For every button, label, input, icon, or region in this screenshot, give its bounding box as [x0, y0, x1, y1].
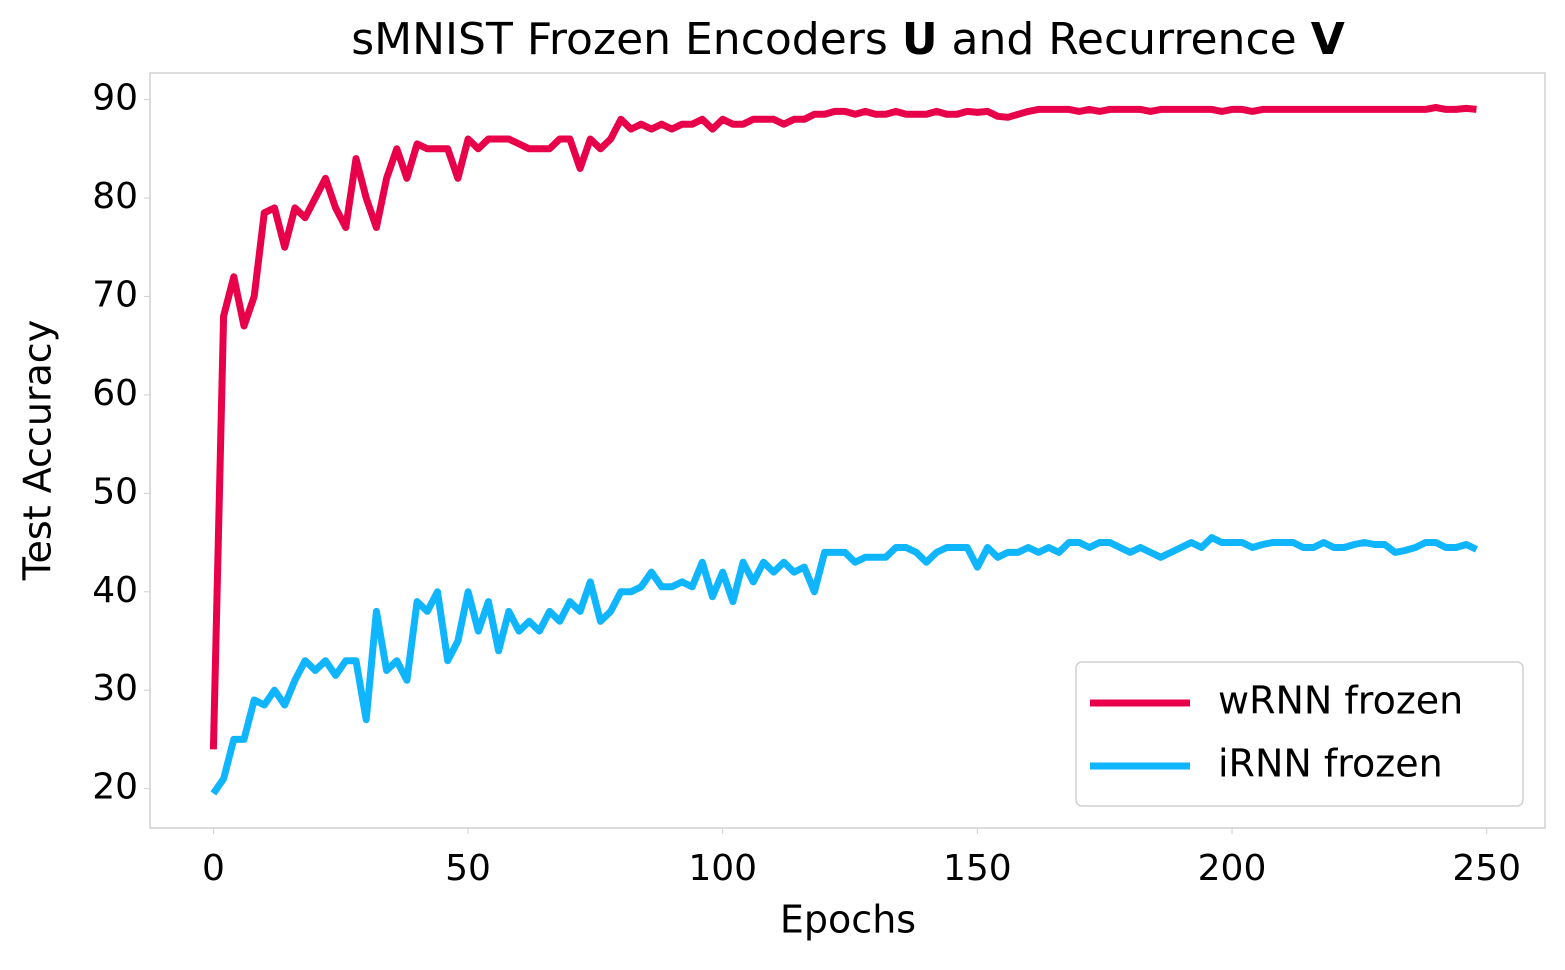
x-tick-label: 250 — [1452, 848, 1521, 889]
y-tick-label: 30 — [92, 668, 138, 709]
legend-label: wRNN frozen — [1218, 679, 1463, 723]
x-tick-label: 100 — [688, 848, 757, 889]
legend-label: iRNN frozen — [1218, 742, 1443, 786]
title-part: V — [1311, 14, 1345, 65]
x-tick-label: 150 — [943, 848, 1012, 889]
y-tick-label: 90 — [92, 78, 138, 119]
y-tick-label: 70 — [92, 274, 138, 315]
y-tick-label: 40 — [92, 570, 138, 611]
x-tick-label: 50 — [445, 848, 491, 889]
title-part: and Recurrence — [938, 14, 1311, 65]
x-tick-label: 200 — [1198, 848, 1267, 889]
y-tick-label: 60 — [92, 373, 138, 414]
y-tick-label: 20 — [92, 767, 138, 808]
y-axis-label: Test Accuracy — [16, 320, 60, 581]
y-tick-label: 80 — [92, 176, 138, 217]
series-line — [210, 534, 1479, 796]
x-tick-label: 0 — [202, 848, 225, 889]
plot-frame — [149, 72, 1546, 829]
x-axis-label: Epochs — [780, 898, 916, 942]
title-part: sMNIST Frozen Encoders — [351, 14, 902, 65]
series-line — [209, 104, 1477, 750]
legend-box — [1075, 661, 1524, 807]
y-tick-label: 50 — [92, 471, 138, 512]
chart-title: sMNIST Frozen Encoders U and Recurrence … — [351, 14, 1345, 65]
title-part: U — [902, 14, 938, 65]
